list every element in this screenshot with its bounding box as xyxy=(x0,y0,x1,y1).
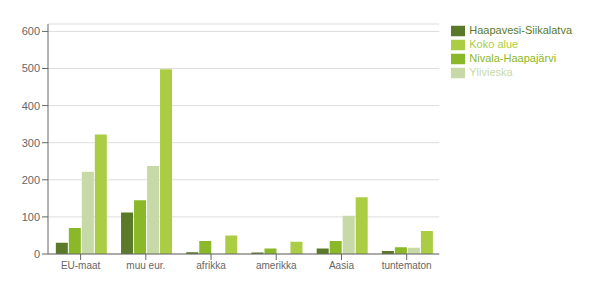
html-text:Nivala-Haapajärvi: Nivala-Haapajärvi xyxy=(469,52,557,65)
svg-text:600: 600 xyxy=(22,25,40,37)
svg-text:200: 200 xyxy=(22,174,40,186)
svg-text:300: 300 xyxy=(22,137,40,149)
svg-text:500: 500 xyxy=(22,62,40,74)
html-text:Ylivieska: Ylivieska xyxy=(469,66,513,79)
svg-text:0: 0 xyxy=(34,248,40,260)
svg-text:Aasia: Aasia xyxy=(329,260,354,271)
svg-text:tuntematon: tuntematon xyxy=(382,260,432,271)
svg-text:400: 400 xyxy=(22,100,40,112)
svg-text:100: 100 xyxy=(22,211,40,223)
svg-text:afrikka: afrikka xyxy=(196,260,226,271)
svg-text:amerikka: amerikka xyxy=(256,260,297,271)
html-text:Haapavesi-Siikalatva: Haapavesi-Siikalatva xyxy=(469,24,572,36)
svg-text:EU-maat: EU-maat xyxy=(61,260,101,271)
svg-text:muu eur.: muu eur. xyxy=(126,260,165,271)
html-text:Koko alue: Koko alue xyxy=(469,38,519,51)
